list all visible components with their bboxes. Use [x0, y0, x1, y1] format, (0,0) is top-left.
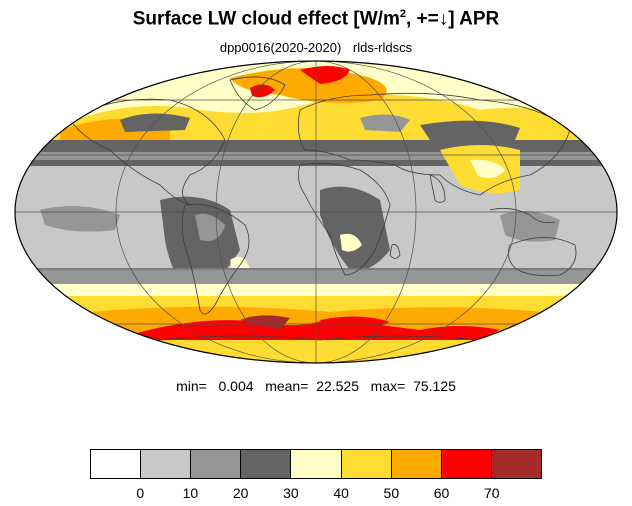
colorbar-tick-label: 70: [483, 485, 500, 501]
colorbar-swatch: [391, 450, 442, 478]
map-border: [14, 60, 618, 364]
colorbar-tick-label: 50: [383, 485, 400, 501]
colorbar-swatch: [341, 450, 392, 478]
statistics-line: min= 0.004 mean= 22.525 max= 75.125: [176, 378, 456, 394]
colorbar-ticks: 0 10 20 30 40 50 60 70: [0, 485, 632, 505]
subtitle-variable: rlds-rldscs: [352, 40, 413, 55]
colorbar-tick-label: 30: [283, 485, 299, 501]
colorbar-swatch: [441, 450, 492, 478]
subtitle-run: dpp0016(2020-2020): [219, 40, 342, 55]
colorbar-swatch: [291, 450, 342, 478]
chart-subtitle: dpp0016(2020-2020) rlds-rldscs: [0, 40, 632, 55]
colorbar-swatch: [191, 450, 242, 478]
title-superscript: 2: [399, 8, 406, 20]
colorbar-swatch: [141, 450, 192, 478]
colorbar-tick-label: 20: [232, 485, 249, 501]
chart-title: Surface LW cloud effect [W/m2, +=↓] APR: [132, 8, 500, 30]
colorbar-swatch: [491, 450, 541, 478]
coastlines: [69, 76, 577, 346]
colorbar-swatch: [91, 450, 142, 478]
colorbar-tick-label: 40: [333, 485, 349, 501]
colorbar-tick-label: 0: [136, 485, 145, 501]
colorbar-swatch: [241, 450, 292, 478]
colorbar-tick-label: 60: [433, 485, 450, 501]
colorbar-tick-label: 10: [182, 485, 199, 501]
colorbar: [90, 449, 542, 479]
graticule: [15, 61, 617, 363]
